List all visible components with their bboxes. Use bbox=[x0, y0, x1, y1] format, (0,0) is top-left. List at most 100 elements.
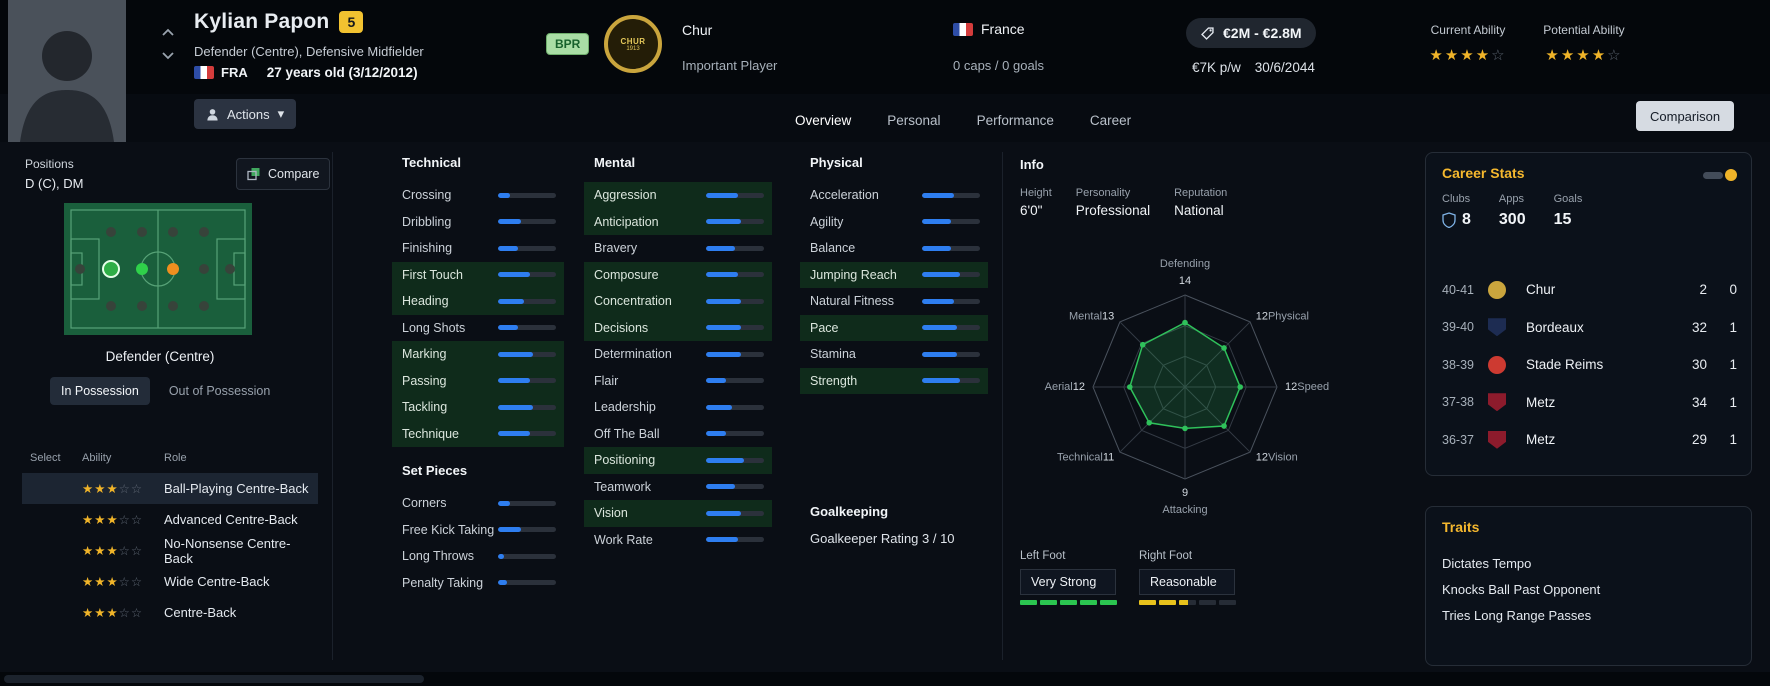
club-name[interactable]: Chur bbox=[682, 22, 713, 38]
technical-column: Technical Crossing Dribbling Finishing Firs… bbox=[392, 155, 564, 596]
france-flag-icon bbox=[953, 22, 973, 36]
attribute-bar bbox=[706, 431, 764, 437]
attribute-name: Agility bbox=[810, 214, 844, 229]
career-apps: 2 bbox=[1699, 282, 1707, 298]
panel-toggle[interactable] bbox=[1703, 169, 1737, 181]
attribute-row-heading: Heading bbox=[392, 288, 564, 315]
right-foot-block: Right Foot Reasonable bbox=[1139, 550, 1236, 605]
role-row-centre-back[interactable]: ★★★☆☆ Centre-Back bbox=[22, 597, 318, 628]
apps-summary: Apps 300 bbox=[1499, 193, 1526, 229]
attribute-bar bbox=[706, 404, 764, 410]
star-icon: ★ bbox=[94, 481, 107, 496]
info-title: Info bbox=[1020, 157, 1044, 172]
traits-panel: Traits Dictates Tempo Knocks Ball Past Op… bbox=[1425, 506, 1752, 666]
attribute-name: Jumping Reach bbox=[810, 267, 897, 282]
divider bbox=[1002, 152, 1003, 660]
actions-button[interactable]: Actions ▾ bbox=[194, 99, 297, 129]
player-photo bbox=[8, 0, 126, 142]
club-logo-icon bbox=[1488, 280, 1506, 299]
attribute-name: Work Rate bbox=[594, 532, 653, 547]
role-row-wide-centre-back[interactable]: ★★★☆☆ Wide Centre-Back bbox=[22, 566, 318, 597]
possession-tab-in-possession[interactable]: In Possession bbox=[50, 377, 150, 405]
attribute-row-flair: Flair bbox=[584, 368, 772, 395]
scrollbar-thumb[interactable] bbox=[4, 675, 424, 683]
selected-position-marker[interactable] bbox=[102, 260, 120, 278]
role-row-ball-playing-centre-back[interactable]: ★★★☆☆ Ball-Playing Centre-Back bbox=[22, 473, 318, 504]
star-icon: ★ bbox=[1429, 46, 1445, 64]
career-apps: 32 bbox=[1691, 319, 1707, 335]
attribute-bar bbox=[498, 580, 556, 586]
attribute-row-jumping-reach: Jumping Reach bbox=[800, 261, 988, 288]
svg-text:Defending: Defending bbox=[1160, 258, 1210, 270]
role-row-advanced-centre-back[interactable]: ★★★☆☆ Advanced Centre-Back bbox=[22, 504, 318, 535]
role-row-no-nonsense-centre-back[interactable]: ★★★☆☆ No-Nonsense Centre-Back bbox=[22, 535, 318, 566]
club-logo-icon bbox=[1488, 430, 1506, 449]
attribute-row-long-throws: Long Throws bbox=[392, 543, 564, 570]
star-icon: ★ bbox=[94, 605, 107, 620]
actions-label: Actions bbox=[227, 106, 270, 122]
tab-performance[interactable]: Performance bbox=[976, 113, 1054, 128]
role-ability-stars: ★★★☆☆ bbox=[82, 574, 164, 589]
club-logo-icon bbox=[1488, 355, 1506, 374]
attribute-name: Heading bbox=[402, 294, 449, 309]
career-row-40-41[interactable]: 40-41 Chur 2 0 bbox=[1442, 271, 1737, 309]
career-season: 38-39 bbox=[1442, 357, 1474, 372]
star-icon: ★ bbox=[1444, 46, 1461, 64]
compare-button[interactable]: Compare bbox=[236, 158, 331, 190]
tab-overview[interactable]: Overview bbox=[795, 113, 852, 128]
attribute-bar bbox=[706, 537, 764, 543]
possession-tab-out-of-possession[interactable]: Out of Possession bbox=[168, 384, 271, 398]
star-icon: ★ bbox=[82, 605, 95, 620]
mental-title: Mental bbox=[594, 155, 636, 170]
attribute-name: Decisions bbox=[594, 320, 649, 335]
star-icon: ★ bbox=[1545, 46, 1561, 64]
attribute-name: Flair bbox=[594, 373, 619, 388]
attribute-name: Tackling bbox=[402, 400, 448, 415]
attribute-row-passing: Passing bbox=[392, 367, 564, 394]
club-crest[interactable]: CHUR 1913 bbox=[604, 15, 662, 73]
next-player-chevron-down-icon[interactable] bbox=[158, 46, 178, 66]
position-marker-mc[interactable] bbox=[167, 263, 179, 275]
previous-player-chevron-up-icon[interactable] bbox=[158, 22, 178, 42]
chevron-down-icon: ▾ bbox=[277, 106, 285, 121]
attribute-bar bbox=[706, 192, 764, 198]
personality-label: Personality bbox=[1075, 187, 1131, 199]
attribute-bar bbox=[498, 527, 556, 533]
career-row-38-39[interactable]: 38-39 Stade Reims 30 1 bbox=[1442, 346, 1737, 384]
left-foot-block: Left Foot Very Strong bbox=[1020, 550, 1117, 605]
tab-personal[interactable]: Personal bbox=[887, 113, 941, 128]
star-icon: ★ bbox=[106, 481, 119, 496]
attribute-name: Pace bbox=[810, 320, 839, 335]
club-crest-year: 1913 bbox=[626, 45, 640, 52]
career-row-37-38[interactable]: 37-38 Metz 34 1 bbox=[1442, 384, 1737, 422]
attribute-row-aggression: Aggression bbox=[584, 182, 772, 209]
svg-text:Mental13: Mental13 bbox=[1069, 310, 1114, 322]
attribute-bar bbox=[706, 378, 764, 384]
horizontal-scrollbar[interactable] bbox=[0, 672, 1770, 686]
attribute-name: Composure bbox=[594, 267, 659, 282]
role-col-select: Select bbox=[30, 452, 61, 464]
star-icon: ☆ bbox=[130, 481, 144, 496]
attribute-row-free-kick-taking: Free Kick Taking bbox=[392, 517, 564, 544]
star-icon: ★ bbox=[1560, 46, 1577, 64]
attribute-row-crossing: Crossing bbox=[392, 182, 564, 209]
right-foot-label: Right Foot bbox=[1139, 550, 1193, 562]
comparison-button[interactable]: Comparison bbox=[1636, 101, 1735, 131]
star-icon: ★ bbox=[1475, 46, 1492, 64]
career-row-36-37[interactable]: 36-37 Metz 29 1 bbox=[1442, 421, 1737, 459]
player-age: 27 years old (3/12/2012) bbox=[266, 65, 418, 80]
career-club-name: Stade Reims bbox=[1526, 357, 1604, 373]
france-flag-icon bbox=[194, 66, 214, 79]
height-label: Height bbox=[1020, 187, 1052, 199]
career-season: 39-40 bbox=[1442, 320, 1474, 335]
untrained-position-dots bbox=[75, 227, 235, 311]
position-marker-dm[interactable] bbox=[136, 263, 148, 275]
attribute-bar bbox=[706, 457, 764, 463]
attribute-bar bbox=[706, 298, 764, 304]
career-apps: 30 bbox=[1691, 357, 1707, 373]
attribute-row-composure: Composure bbox=[584, 261, 772, 288]
contract-end-date: 30/6/2044 bbox=[1254, 60, 1315, 75]
career-row-39-40[interactable]: 39-40 Bordeaux 32 1 bbox=[1442, 309, 1737, 347]
tab-career[interactable]: Career bbox=[1089, 113, 1132, 128]
star-icon: ★ bbox=[106, 574, 119, 589]
